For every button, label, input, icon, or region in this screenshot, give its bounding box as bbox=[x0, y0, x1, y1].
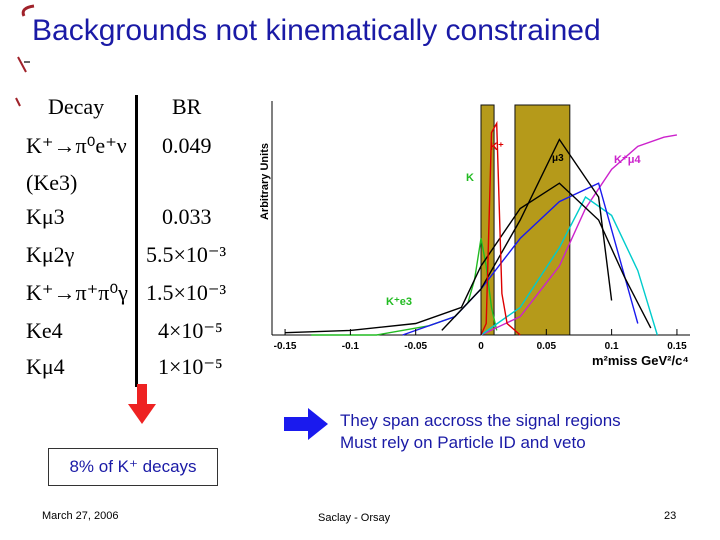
table-row-br: 4×10⁻⁵ bbox=[158, 318, 223, 343]
label-k-green: K bbox=[466, 172, 474, 184]
red-down-arrow-icon bbox=[128, 384, 156, 424]
institution-logo-icon bbox=[15, 4, 35, 107]
signal-region-band bbox=[514, 104, 571, 336]
table-row-decay: Kμ4 bbox=[26, 354, 65, 379]
x-tick-label: 0.1 bbox=[605, 341, 619, 352]
series-line bbox=[480, 120, 521, 336]
table-row-br: 0.033 bbox=[162, 204, 212, 229]
footer-date: March 27, 2006 bbox=[42, 510, 119, 522]
note-line: They span accross the signal regions bbox=[340, 411, 621, 430]
label-ke3: K⁺e3 bbox=[386, 296, 412, 308]
table-row-decay: Kμ3 bbox=[26, 204, 65, 229]
x-tick-label: 0 bbox=[478, 341, 484, 352]
series-line bbox=[441, 138, 613, 331]
label-km4: K⁺μ4 bbox=[614, 154, 641, 166]
table-row-decay: Kμ2γ bbox=[26, 242, 75, 267]
series-line bbox=[285, 182, 652, 334]
label-km3: μ3 bbox=[552, 153, 564, 164]
table-row-decay: K⁺→π⁺π⁰γ bbox=[26, 280, 128, 305]
table-row-br: 5.5×10⁻³ bbox=[146, 242, 227, 267]
slide-title: Backgrounds not kinematically constraine… bbox=[32, 14, 601, 47]
series-line bbox=[480, 195, 658, 336]
decay-table: Decay BR K⁺→π⁰e⁺ν 0.049 (Ke3) Kμ3 0.033 … bbox=[0, 0, 250, 400]
note-line: Must rely on Particle ID and veto bbox=[340, 433, 586, 452]
decay-fraction-text: 8% of K⁺ decays bbox=[69, 457, 197, 476]
table-divider bbox=[135, 95, 138, 387]
series-line bbox=[480, 134, 678, 336]
table-row-decay: Ke4 bbox=[26, 318, 63, 343]
page-number: 23 bbox=[664, 510, 677, 522]
x-tick-label: -0.1 bbox=[342, 341, 360, 352]
x-tick-label: -0.05 bbox=[404, 341, 427, 352]
missing-mass-plot: Arbitrary Units -0.15 -0.1 -0.05 0 0.05 0.1 0.… bbox=[259, 101, 690, 368]
decay-fraction-box: 8% of K⁺ decays bbox=[48, 448, 218, 486]
table-row-decay: (Ke3) bbox=[26, 170, 78, 195]
table-header-decay: Decay bbox=[48, 94, 105, 119]
y-axis-label: Arbitrary Units bbox=[259, 143, 271, 220]
x-axis-label: m²miss GeV²/c⁴ bbox=[592, 353, 689, 368]
x-tick-label: -0.15 bbox=[274, 341, 297, 352]
x-tick-label: 0.15 bbox=[667, 341, 687, 352]
table-row-decay: K⁺→π⁰e⁺ν bbox=[26, 133, 127, 158]
table-header-br: BR bbox=[172, 94, 202, 119]
blue-right-arrow-icon bbox=[284, 408, 328, 440]
table-row-br: 0.049 bbox=[162, 133, 212, 158]
footer-venue: Saclay - Orsay bbox=[318, 512, 391, 524]
label-kp: K⁺ bbox=[490, 141, 504, 153]
conclusion-note: They span accross the signal regions Mus… bbox=[340, 410, 715, 454]
table-row-br: 1.5×10⁻³ bbox=[146, 280, 227, 305]
table-row-br: 1×10⁻⁵ bbox=[158, 354, 223, 379]
series-line bbox=[311, 238, 498, 336]
x-tick-label: 0.05 bbox=[537, 341, 557, 352]
